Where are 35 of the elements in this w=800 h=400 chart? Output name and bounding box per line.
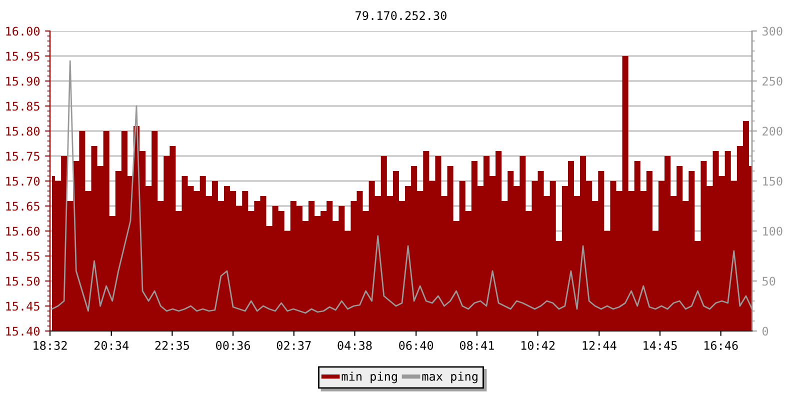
y2-tick-label: 100 — [763, 226, 782, 236]
x-tick-label: 22:35 — [155, 340, 190, 350]
y-tick-label: 15.55 — [6, 252, 40, 261]
y2-tick-label: 50 — [762, 276, 776, 286]
y2-tick-label: 250 — [762, 76, 782, 86]
y-tick-label: 15.70 — [6, 176, 40, 186]
x-tick-label: 02:37 — [276, 340, 311, 350]
y-tick-label: 15.50 — [6, 276, 40, 286]
y-tick-label: 15.85 — [6, 102, 40, 111]
chart-title: 79.170.252.30 — [356, 11, 446, 20]
legend-label: max ping — [422, 372, 478, 384]
x-tick-label: 12:44 — [582, 340, 616, 350]
y-tick-label: 15.90 — [6, 76, 40, 86]
y2-tick-label: 300 — [762, 26, 782, 36]
x-tick-label: 18:32 — [34, 340, 67, 350]
y-tick-label: 16.00 — [6, 26, 40, 36]
y-tick-label: 15.60 — [6, 226, 40, 236]
y-tick-label: 15.80 — [6, 126, 40, 136]
x-tick-label: 06:40 — [399, 340, 434, 350]
x-tick-label: 04:38 — [338, 340, 372, 350]
y-tick-label: 15.95 — [6, 52, 40, 61]
x-tick-label: 08:41 — [460, 340, 494, 350]
y2-tick-label: 150 — [763, 176, 782, 186]
legend-label: min ping — [342, 372, 397, 384]
y-tick-label: 15.75 — [6, 152, 40, 161]
x-tick-label: 16:46 — [704, 340, 738, 350]
x-tick-label: 14:45 — [644, 341, 677, 350]
y2-tick-label: 200 — [762, 126, 782, 136]
x-tick-label: 00:36 — [216, 340, 250, 350]
y-tick-label: 15.45 — [6, 302, 40, 311]
y2-tick-label: 0 — [762, 326, 768, 336]
x-tick-label: 10:42 — [521, 340, 555, 350]
y-tick-label: 15.40 — [6, 326, 40, 336]
y-tick-label: 15.65 — [6, 202, 40, 211]
x-tick-label: 20:34 — [94, 340, 129, 350]
